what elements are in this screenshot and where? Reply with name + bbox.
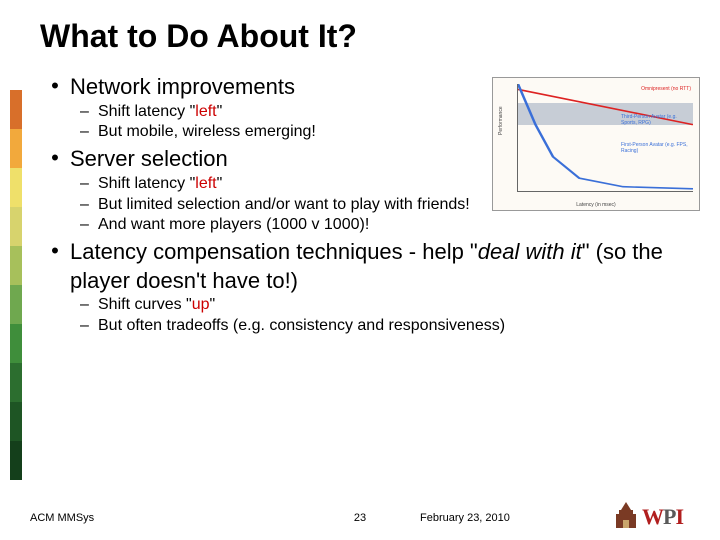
wpi-wordmark: WPI <box>642 504 683 530</box>
chart-series-label-third-person: Third-Person Avatar (e.g. Sports, RPG) <box>621 114 691 127</box>
bullet-dash: – <box>80 316 98 337</box>
wpi-building-icon <box>614 500 638 530</box>
footer-venue: ACM MMSys <box>30 512 94 524</box>
stripe-segment <box>10 402 22 441</box>
sub-bullet-text: Shift curves "up" <box>98 295 700 316</box>
chart-y-axis-label: Performance <box>498 107 505 136</box>
chart-plot-area: Performance Omnipresent (no RTT) Third-P… <box>517 84 693 192</box>
sub-bullet-text: But often tradeoffs (e.g. consistency an… <box>98 316 700 337</box>
chart-series-label-omnipresent: Omnipresent (no RTT) <box>641 86 691 93</box>
bullet-list: Performance Omnipresent (no RTT) Third-P… <box>40 73 700 337</box>
chart-x-axis-label: Latency (in msec) <box>576 202 615 209</box>
stripe-segment <box>10 441 22 480</box>
stripe-segment <box>10 285 22 324</box>
bullet-dash: – <box>80 102 98 123</box>
chart-series-label-first-person: First-Person Avatar (e.g. FPS, Racing) <box>621 142 691 155</box>
wpi-logo: WPI <box>614 496 704 530</box>
slide-content: What to Do About It? Performance Omnipre… <box>40 18 700 490</box>
chart-lines <box>518 84 693 191</box>
stripe-segment <box>10 207 22 246</box>
stripe-segment <box>10 129 22 168</box>
bullet-dash: – <box>80 122 98 143</box>
bullet-level2: –But often tradeoffs (e.g. consistency a… <box>80 316 700 337</box>
decorative-side-stripe <box>10 90 22 480</box>
bullet-level1: •Latency compensation techniques - help … <box>40 238 700 295</box>
bullet-dot: • <box>40 145 70 174</box>
stripe-segment <box>10 168 22 207</box>
bullet-text: Latency compensation techniques - help "… <box>70 238 700 295</box>
footer-date: February 23, 2010 <box>420 512 510 524</box>
footer-page-number: 23 <box>354 512 366 524</box>
latency-performance-chart: Performance Omnipresent (no RTT) Third-P… <box>492 77 700 211</box>
bullet-level2: –Shift curves "up" <box>80 295 700 316</box>
stripe-segment <box>10 363 22 402</box>
bullet-dash: – <box>80 295 98 316</box>
slide-footer: ACM MMSys 23 February 23, 2010 WPI <box>0 500 720 530</box>
bullet-dot: • <box>40 73 70 102</box>
bullet-level2: –And want more players (1000 v 1000)! <box>80 215 700 236</box>
bullet-dash: – <box>80 174 98 195</box>
bullet-dot: • <box>40 238 70 295</box>
bullet-dash: – <box>80 215 98 236</box>
bullet-dash: – <box>80 195 98 216</box>
sub-bullet-text: And want more players (1000 v 1000)! <box>98 215 700 236</box>
slide-title: What to Do About It? <box>40 18 700 55</box>
stripe-segment <box>10 324 22 363</box>
stripe-segment <box>10 246 22 285</box>
stripe-segment <box>10 90 22 129</box>
